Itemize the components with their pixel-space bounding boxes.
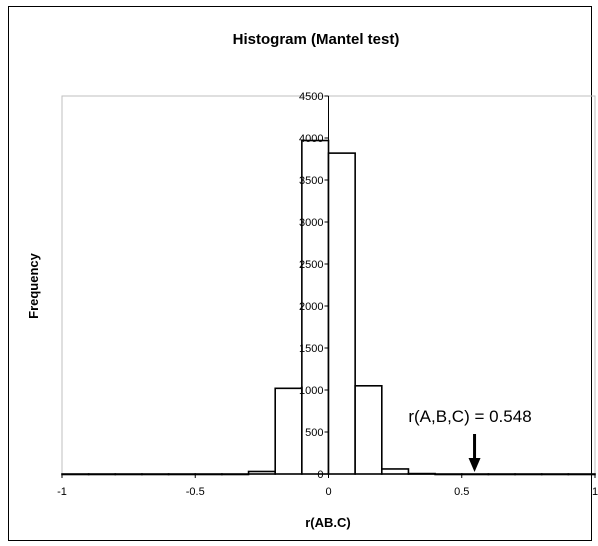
- histogram-bar: [274, 387, 303, 475]
- histogram-bar: [380, 468, 410, 475]
- x-tick-label: -1: [57, 486, 67, 498]
- annotation-label: r(A,B,C) = 0.548: [408, 407, 531, 426]
- y-tick-label: 0: [317, 469, 323, 481]
- x-axis-label: r(AB.C): [305, 515, 351, 530]
- annotation-arrow-head: [468, 458, 481, 472]
- x-tick-label: 0.5: [454, 486, 469, 498]
- y-tick-label: 1500: [299, 343, 323, 355]
- annotation-layer: r(A,B,C) = 0.548: [408, 407, 532, 472]
- x-tick-label: -0.5: [186, 486, 205, 498]
- y-tick-label: 1000: [299, 385, 323, 397]
- y-tick-label: 4500: [299, 91, 323, 103]
- histogram-bar: [327, 152, 356, 475]
- axes-layer: 0 500 1000 1500 2000 2500 3000 3500 4000 4500 -1 -0…: [57, 91, 598, 498]
- y-tick-label: 3000: [299, 217, 323, 229]
- histogram-bar: [301, 139, 330, 475]
- chart-title: Histogram (Mantel test): [233, 31, 400, 48]
- x-tick-label: 1: [592, 486, 598, 498]
- y-tick-label: 2000: [299, 301, 323, 313]
- y-tick-label: 3500: [299, 175, 323, 187]
- y-axis-label: Frequency: [26, 252, 41, 319]
- y-tick-label: 500: [305, 427, 323, 439]
- bars-layer: [61, 139, 596, 476]
- y-tick-label: 2500: [299, 259, 323, 271]
- y-tick-label: 4000: [299, 133, 323, 145]
- x-tick-label: 0: [325, 486, 331, 498]
- histogram-bar: [354, 384, 383, 475]
